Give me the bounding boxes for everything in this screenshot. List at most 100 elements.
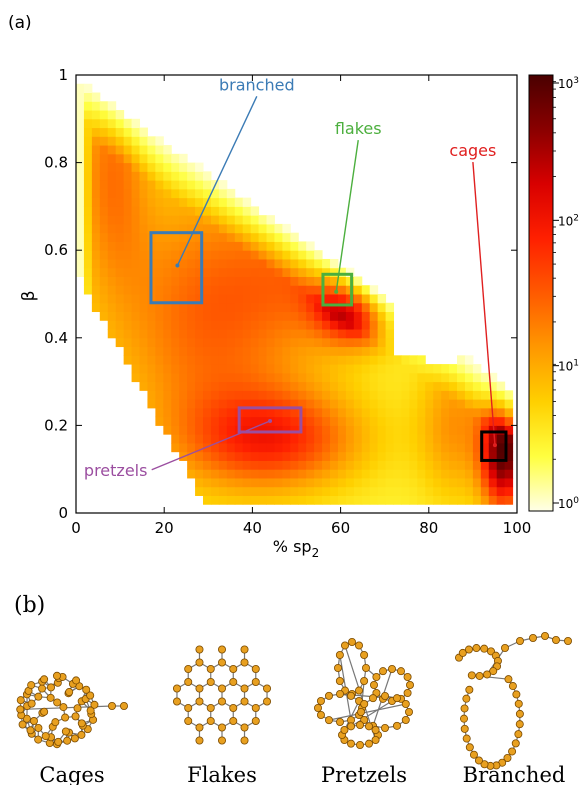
heatmap-cell (385, 390, 395, 400)
atom (229, 678, 238, 687)
atom (460, 704, 469, 713)
heatmap-cell (210, 232, 220, 242)
heatmap-cell (99, 232, 109, 242)
heatmap-cell (179, 276, 188, 286)
heatmap-cell (496, 451, 506, 461)
heatmap-cell (409, 416, 418, 426)
heatmap-cell (123, 118, 133, 129)
heatmap-cell (330, 276, 339, 286)
heatmap-cell (377, 372, 387, 383)
heatmap-cell (377, 495, 387, 505)
heatmap-cell (361, 495, 371, 505)
heatmap-cell (282, 469, 291, 479)
heatmap-cell (115, 223, 125, 234)
heatmap-cell (298, 329, 307, 339)
heatmap-cell (187, 180, 196, 190)
heatmap-cell (322, 302, 331, 313)
heatmap-cell (488, 434, 498, 444)
heatmap-cell (171, 276, 180, 286)
heatmap-cell (226, 258, 236, 269)
heatmap-cell (187, 407, 196, 418)
heatmap-cell (171, 250, 180, 260)
bond (328, 703, 406, 721)
heatmap-cell (409, 460, 418, 470)
heatmap-cell (274, 302, 283, 313)
heatmap-cell (433, 381, 442, 391)
atom (515, 709, 524, 718)
heatmap-cell (139, 285, 148, 295)
heatmap-cell (282, 232, 291, 242)
heatmap-cell (353, 337, 363, 348)
atom (465, 743, 474, 752)
heatmap-cell (385, 355, 395, 365)
heatmap-cell (76, 188, 85, 199)
heatmap-cell (353, 460, 363, 470)
heatmap-cell (314, 250, 323, 260)
heatmap-cell (345, 451, 355, 461)
heatmap-cell (472, 399, 482, 409)
atom (82, 685, 91, 694)
heatmap-cell (234, 276, 244, 286)
heatmap-cell (115, 329, 125, 339)
heatmap-cell (210, 267, 220, 277)
heatmap-cell (163, 390, 172, 400)
heatmap-cell (385, 320, 395, 330)
heatmap-cell (123, 267, 133, 277)
heatmap-cell (99, 302, 109, 313)
heatmap-cell (441, 486, 450, 496)
heatmap-cell (306, 477, 315, 488)
heatmap-cell (163, 425, 172, 435)
atom (361, 664, 370, 673)
heatmap-cell (139, 180, 148, 190)
heatmap-cell (282, 477, 291, 488)
heatmap-cell (163, 206, 172, 216)
atom (404, 708, 413, 717)
heatmap-cell (115, 206, 125, 216)
heatmap-cell (131, 355, 141, 365)
heatmap-cell (115, 285, 125, 295)
heatmap-cell (179, 197, 188, 207)
heatmap-cell (385, 302, 395, 313)
heatmap-cell (258, 442, 268, 453)
atom (324, 691, 333, 700)
heatmap-cell (361, 337, 371, 348)
heatmap-cell (218, 372, 228, 383)
heatmap-cell (282, 346, 291, 356)
heatmap-cell (139, 241, 148, 251)
heatmap-cell (266, 486, 275, 496)
colorbar (528, 74, 554, 512)
heatmap-cell (290, 311, 299, 321)
heatmap-cell (361, 311, 371, 321)
pretzel-structure (313, 638, 414, 750)
heatmap-cell (441, 442, 450, 453)
heatmap-cell (425, 460, 434, 470)
heatmap-cell (147, 180, 156, 190)
heatmap-cell (234, 486, 244, 496)
heatmap-cell (218, 390, 228, 400)
heatmap-cell (266, 311, 275, 321)
heatmap-cell (171, 355, 180, 365)
heatmap-cell (234, 311, 244, 321)
heatmap-cell (76, 267, 85, 277)
heatmap-cell (226, 390, 236, 400)
atom (70, 734, 79, 743)
heatmap-cell (504, 407, 514, 418)
heatmap-cell (99, 188, 109, 199)
heatmap-cell (449, 442, 458, 453)
heatmap-cell (203, 477, 212, 488)
heatmap-cell (242, 381, 252, 391)
heatmap-cell (449, 416, 458, 426)
heatmap-cell (441, 425, 450, 435)
heatmap-cell (385, 434, 395, 444)
heatmap-cell (425, 434, 434, 444)
heatmap-cell (361, 486, 371, 496)
heatmap-cell (234, 442, 244, 453)
heatmap-cell (147, 337, 156, 348)
heatmap-cell (147, 311, 156, 321)
heatmap-cell (393, 372, 402, 383)
heatmap-cell (361, 294, 371, 304)
heatmap-cell (155, 320, 164, 330)
heatmap-cell (83, 250, 93, 260)
heatmap-cell (234, 302, 244, 313)
